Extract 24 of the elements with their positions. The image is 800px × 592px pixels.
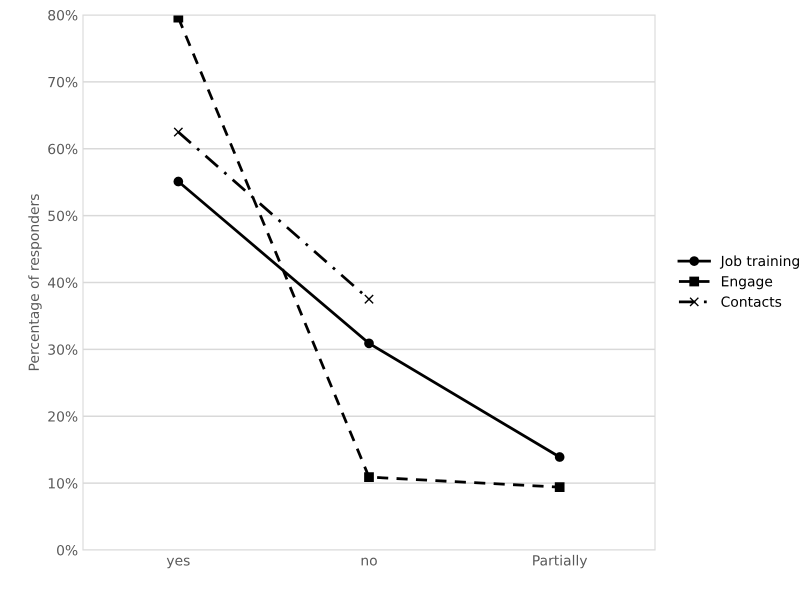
y-tick-label: 80% (48, 10, 78, 20)
y-tick-label: 0% (57, 544, 78, 556)
y-tick-label: 20% (48, 411, 78, 422)
point (173, 15, 184, 23)
point (173, 127, 184, 137)
point (173, 176, 184, 186)
y-tick-label: 10% (48, 478, 78, 489)
y-tick-label: 50% (48, 210, 78, 222)
point (364, 472, 374, 482)
point (554, 452, 565, 462)
legend-label: Job training (720, 255, 799, 269)
y-tick-label: 70% (48, 76, 78, 88)
y-tick-label: 40% (48, 277, 78, 288)
legend-label: Engage (722, 276, 772, 290)
point (554, 482, 565, 492)
x-tick-label: no (362, 558, 377, 566)
legend-label: Contacts (721, 296, 782, 307)
x-tick-label: Partially (533, 554, 588, 568)
x-tick-label: yes (166, 558, 190, 568)
y-axis-title: Percentage of responders (28, 194, 42, 370)
point (364, 294, 374, 304)
y-tick-label: 30% (48, 344, 78, 355)
point (364, 338, 374, 348)
y-tick-label: 60% (48, 144, 78, 154)
